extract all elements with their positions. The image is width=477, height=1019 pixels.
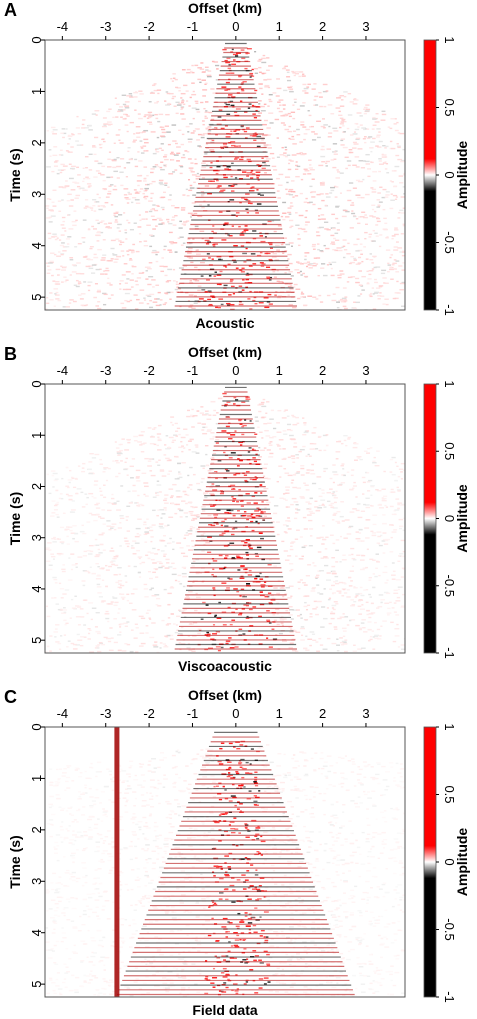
seismic-image (45, 384, 405, 653)
colorbar-label: Amplitude (454, 828, 470, 897)
x-tick-label: 1 (276, 19, 283, 34)
x-tick-label: -3 (100, 706, 112, 721)
panel-title: Viscoacoustic (178, 658, 272, 674)
colorbar-tick-label: 1 (442, 380, 457, 387)
y-tick-label: 0 (29, 36, 44, 43)
y-tick-label: 2 (29, 139, 44, 146)
x-tick-label: -1 (187, 19, 199, 34)
panel-title: Field data (192, 1002, 258, 1018)
x-tick-label: 1 (276, 363, 283, 378)
panel-letter: B (4, 344, 17, 364)
colorbar-tick-label: 0 (442, 858, 457, 865)
colorbar-tick-label: 0.5 (442, 442, 457, 460)
colorbar-label: Amplitude (454, 484, 470, 553)
colorbar-tick-label: 0 (442, 171, 457, 178)
x-tick-label: -4 (57, 706, 69, 721)
y-tick-label: 3 (29, 534, 44, 541)
y-axis-label: Time (s) (7, 835, 23, 888)
panel-letter: C (4, 687, 17, 707)
y-tick-label: 5 (29, 981, 44, 988)
y-tick-label: 2 (29, 483, 44, 490)
colorbar (423, 383, 437, 654)
x-tick-label: 3 (362, 19, 369, 34)
y-tick-label: 5 (29, 294, 44, 301)
colorbar-tick-label: 0.5 (442, 785, 457, 803)
x-tick-label: 0 (232, 706, 239, 721)
x-tick-label: -2 (143, 706, 155, 721)
panel-letter: A (4, 0, 17, 20)
x-tick-label: -1 (187, 706, 199, 721)
colorbar-tick-label: 0 (442, 515, 457, 522)
x-tick-label: -2 (143, 19, 155, 34)
x-tick-label: -3 (100, 363, 112, 378)
y-tick-label: 1 (29, 775, 44, 782)
x-tick-label: -1 (187, 363, 199, 378)
x-tick-label: -3 (100, 19, 112, 34)
y-tick-label: 2 (29, 826, 44, 833)
colorbar-label: Amplitude (454, 141, 470, 210)
panel-b: B Offset (km) -4 -3 -2 -1 0 1 2 3 Time (s) 0 1 2 3 4 5 Vi… (4, 344, 470, 674)
colorbar-tick-label: 1 (442, 723, 457, 730)
x-tick-label: 0 (232, 19, 239, 34)
y-axis-label: Time (s) (7, 492, 23, 545)
colorbar-tick-label: -1 (442, 304, 457, 316)
colorbar (423, 39, 437, 311)
colorbar-tick-label: -1 (442, 647, 457, 659)
y-axis-label: Time (s) (7, 148, 23, 201)
y-tick-label: 4 (29, 585, 44, 592)
colorbar (423, 726, 437, 998)
colorbar-tick-label: 1 (442, 36, 457, 43)
x-tick-label: 3 (362, 706, 369, 721)
x-tick-label: 0 (232, 363, 239, 378)
y-tick-label: 3 (29, 191, 44, 198)
y-tick-label: 0 (29, 380, 44, 387)
y-tick-label: 1 (29, 88, 44, 95)
x-axis-label: Offset (km) (188, 687, 262, 703)
x-axis-label: Offset (km) (188, 0, 262, 16)
y-tick-label: 4 (29, 242, 44, 249)
y-tick-label: 5 (29, 637, 44, 644)
y-tick-label: 0 (29, 723, 44, 730)
colorbar-tick-label: -0.5 (442, 918, 457, 940)
y-tick-label: 4 (29, 929, 44, 936)
x-axis-label: Offset (km) (188, 344, 262, 360)
x-tick-label: 2 (319, 19, 326, 34)
x-tick-label: 1 (276, 706, 283, 721)
y-tick-label: 3 (29, 878, 44, 885)
x-tick-label: -2 (143, 363, 155, 378)
x-tick-label: -4 (57, 19, 69, 34)
panel-c: C Offset (km) -4 -3 -2 -1 0 1 2 3 Time (s) 0 1 2 3 4 5 Fi… (4, 687, 470, 1018)
colorbar-tick-label: 0.5 (442, 98, 457, 116)
x-tick-label: 2 (319, 706, 326, 721)
panel-title: Acoustic (195, 315, 254, 331)
y-tick-label: 1 (29, 432, 44, 439)
colorbar-tick-label: -1 (442, 991, 457, 1003)
x-tick-label: 2 (319, 363, 326, 378)
x-tick-label: -4 (57, 363, 69, 378)
colorbar-tick-label: -0.5 (442, 575, 457, 597)
panel-a: A Offset (km) -4 -3 -2 -1 0 1 2 3 Time (s) 0 1 2 3 4 5 Ac… (4, 0, 470, 331)
seismic-image (45, 40, 405, 310)
colorbar-tick-label: -0.5 (442, 231, 457, 253)
x-tick-label: 3 (362, 363, 369, 378)
seismic-image (45, 727, 405, 997)
